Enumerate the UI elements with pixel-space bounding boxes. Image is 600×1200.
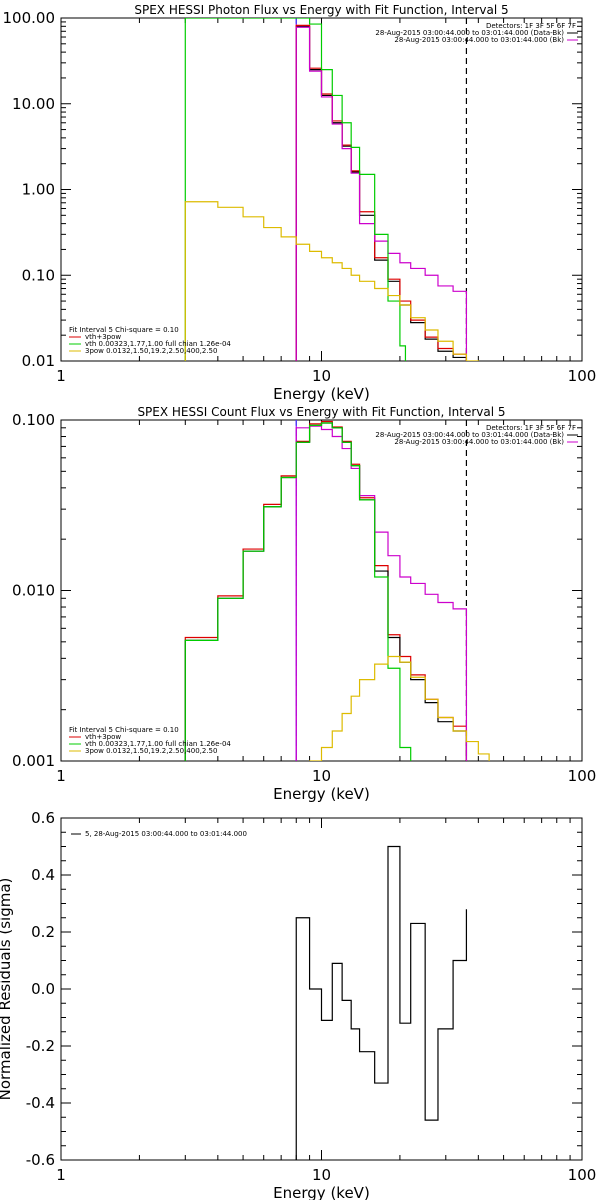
x-axis-title: Energy (keV) bbox=[273, 785, 370, 803]
series-line-4 bbox=[184, 422, 412, 761]
y-tick-label: 0.01 bbox=[22, 352, 55, 370]
y-tick-label: 100.00 bbox=[3, 9, 56, 27]
y-tick-label: 0.010 bbox=[12, 582, 55, 600]
y-tick-label: -0.6 bbox=[26, 1151, 55, 1169]
y-tick-label: 0.10 bbox=[22, 266, 55, 284]
series-line-5 bbox=[184, 201, 479, 361]
legend-entry: 3pow 0.0132,1.50,19.2,2.50,400,2.50 bbox=[85, 747, 217, 755]
legend-entry: Detectors: 1F 3F 5F 6F 7F bbox=[486, 424, 576, 432]
y-tick-label: 0.2 bbox=[31, 923, 55, 941]
legend-entry: 28-Aug-2015 03:00:44.000 to 03:01:44.000… bbox=[394, 438, 564, 446]
legend-entry: 28-Aug-2015 03:00:44.000 to 03:01:44.000… bbox=[394, 36, 564, 44]
x-tick-label: 10 bbox=[312, 367, 331, 385]
data-layer bbox=[184, 18, 479, 361]
x-tick-label: 100 bbox=[568, 367, 597, 385]
x-tick-label: 1 bbox=[56, 767, 66, 785]
plot-frame bbox=[60, 419, 583, 762]
legend-entry: 3pow 0.0132,1.50,19.2,2.50,400,2.50 bbox=[85, 347, 217, 355]
y-tick-label: -0.2 bbox=[26, 1037, 55, 1055]
legend-entry: vth 0.00323,1.77,1.00 full chian 1.26e-0… bbox=[85, 340, 231, 348]
legend-entry: 28-Aug-2015 03:00:44.000 to 03:01:44.000… bbox=[375, 431, 564, 439]
x-tick-label: 100 bbox=[568, 767, 597, 785]
y-tick-label: -0.4 bbox=[26, 1094, 55, 1112]
x-tick-label: 10 bbox=[312, 1166, 331, 1184]
x-tick-label: 1 bbox=[56, 1166, 66, 1184]
data-layer bbox=[295, 845, 468, 1160]
chart-panel-1: 1 10 100 0.01 0.10 1.00 10.00 100.00 SPEX HESSI … bbox=[3, 3, 597, 403]
legend-entry: Fit Interval 5 Chi-square = 0.10 bbox=[69, 726, 179, 734]
series-line-1 bbox=[295, 845, 468, 1160]
legend-entry: vth+3pow bbox=[85, 733, 121, 741]
x-axis-title: Energy (keV) bbox=[273, 385, 370, 403]
y-tick-label: 0.100 bbox=[12, 411, 55, 429]
chart-title: SPEX HESSI Photon Flux vs Energy with Fi… bbox=[134, 3, 508, 17]
y-axis-title: Normalized Residuals (sigma) bbox=[0, 878, 14, 1101]
legend-entry: Fit Interval 5 Chi-square = 0.10 bbox=[69, 326, 179, 334]
chart-title: SPEX HESSI Count Flux vs Energy with Fit… bbox=[137, 405, 505, 419]
legend-entry: vth+3pow bbox=[85, 333, 121, 341]
series-line-5 bbox=[308, 655, 490, 761]
x-tick-label: 10 bbox=[312, 767, 331, 785]
x-tick-label: 100 bbox=[568, 1166, 597, 1184]
series-line-2 bbox=[184, 422, 468, 761]
legend-entry: 28-Aug-2015 03:00:44.000 to 03:01:44.000… bbox=[375, 29, 564, 37]
chart-panel-2: 1 10 100 0.001 0.010 0.100 SPEX HESSI Count Fl… bbox=[12, 405, 596, 803]
chart-panel-3: 1 10 100 -0.6 -0.4 -0.2 0.0 0.2 0.4 0.6 Energy (ke… bbox=[0, 809, 596, 1200]
series-line-1 bbox=[184, 420, 468, 761]
x-tick-label: 1 bbox=[56, 367, 66, 385]
y-tick-label: 10.00 bbox=[12, 95, 55, 113]
series-line-4 bbox=[184, 18, 407, 361]
y-tick-label: 0.001 bbox=[12, 752, 55, 770]
y-tick-label: 0.6 bbox=[31, 809, 55, 827]
y-tick-label: 0.4 bbox=[31, 866, 55, 884]
series-line-3 bbox=[295, 425, 468, 761]
legend-entry: 5, 28-Aug-2015 03:00:44.000 to 03:01:44.… bbox=[85, 830, 247, 838]
series-line-3 bbox=[295, 26, 468, 361]
y-tick-label: 1.00 bbox=[22, 181, 55, 199]
legend-entry: Detectors: 1F 3F 5F 6F 7F bbox=[486, 22, 576, 30]
data-layer bbox=[184, 420, 490, 761]
legend-entry: vth 0.00323,1.77,1.00 full chian 1.26e-0… bbox=[85, 740, 231, 748]
y-tick-label: 0.0 bbox=[31, 980, 55, 998]
x-axis-title: Energy (keV) bbox=[273, 1184, 370, 1200]
